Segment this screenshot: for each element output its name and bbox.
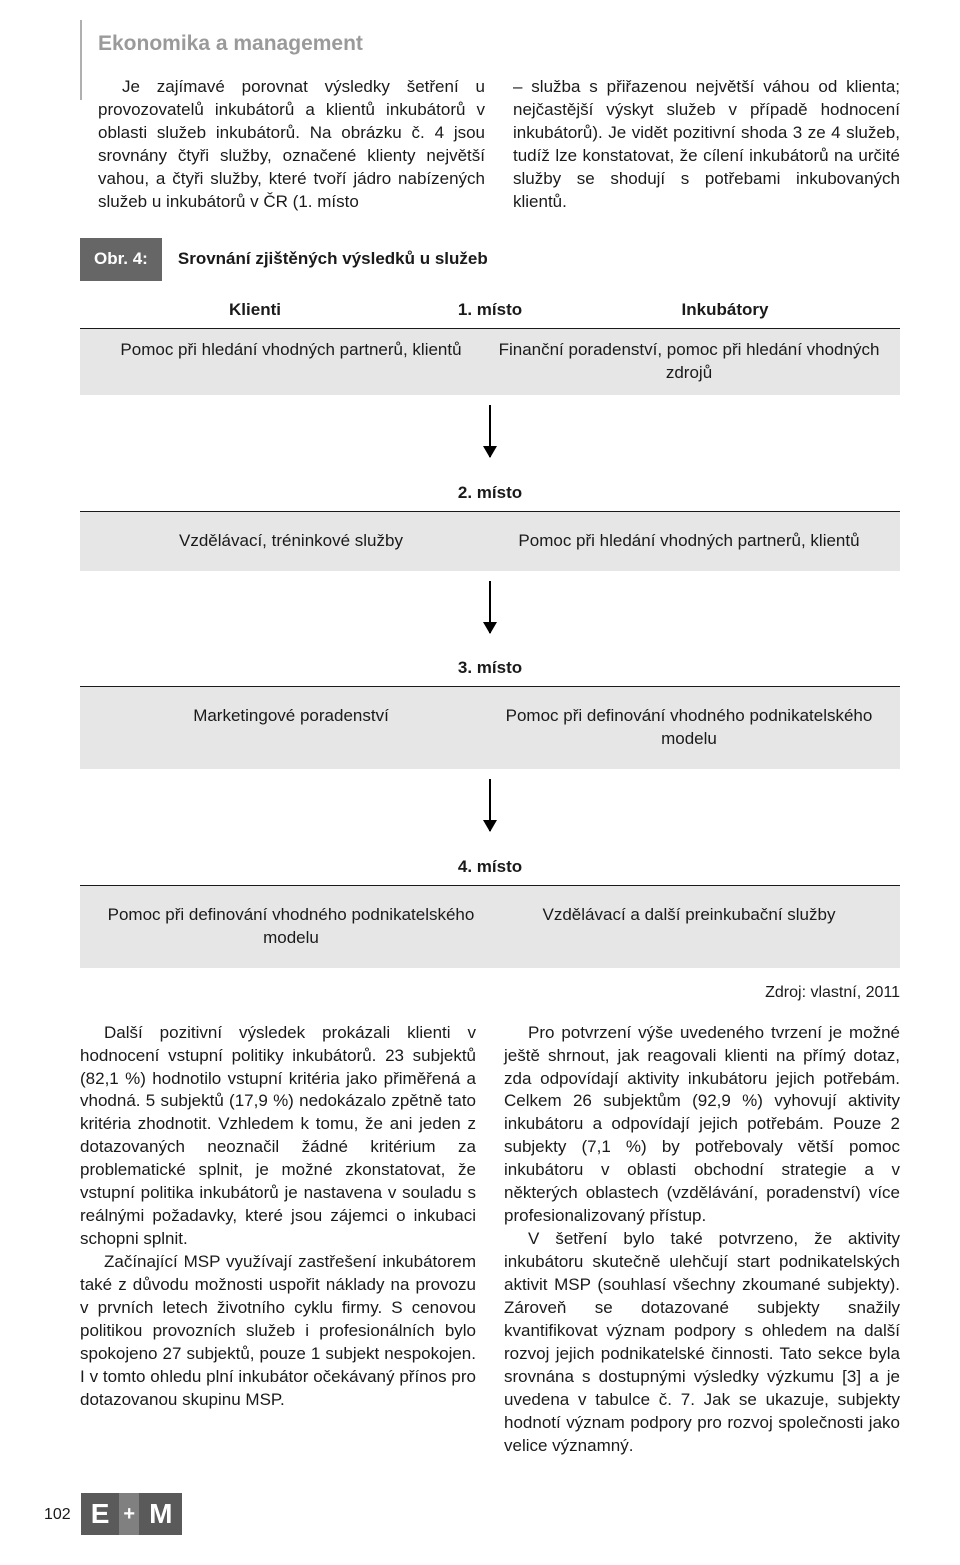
arrow-1 [80, 405, 900, 464]
rank-2-right: Pomoc při hledání vhodných partnerů, kli… [490, 530, 888, 553]
rank-3-right: Pomoc při definování vhodného podnikatel… [490, 705, 888, 751]
figure-label: Obr. 4: Srovnání zjištěných výsledků u s… [80, 238, 900, 281]
body-left: Další pozitivní výsledek prokázali klien… [80, 1022, 476, 1458]
header-vertical-rule [80, 20, 82, 100]
logo-plus: + [119, 1493, 139, 1535]
rank-4-label: 4. místo [438, 850, 542, 885]
figure-title: Srovnání zjištěných výsledků u služeb [162, 238, 504, 281]
rank-1-left: Pomoc při hledání vhodných partnerů, kli… [92, 339, 490, 385]
page-footer: 102 E + M [44, 1493, 900, 1535]
rank-1-right: Finanční poradenství, pomoc při hledání … [490, 339, 888, 385]
col-head-right: Inkubátory [550, 293, 900, 328]
arrow-2 [80, 581, 900, 640]
rank-4-left: Pomoc při definování vhodného podnikatel… [92, 904, 490, 950]
figure-source: Zdroj: vlastní, 2011 [80, 982, 900, 1004]
journal-logo: E + M [81, 1493, 183, 1535]
rank-panel-3: 3. místo Marketingové poradenství Pomoc … [80, 651, 900, 769]
intro-left: Je zajímavé porovnat výsledky šetření u … [98, 76, 485, 214]
figure-tag: Obr. 4: [80, 238, 162, 281]
intro-right-text: – služba s přiřazenou největší váhou od … [513, 76, 900, 214]
body-right-p1: Pro potvrzení výše uvedeného tvrzení je … [504, 1022, 900, 1228]
rank-panel-2: 2. místo Vzdělávací, tréninkové služby P… [80, 476, 900, 571]
rank-2-label: 2. místo [438, 476, 542, 511]
col-head-left: Klienti [80, 293, 430, 328]
section-title: Ekonomika a management [98, 30, 900, 58]
body-right: Pro potvrzení výše uvedeného tvrzení je … [504, 1022, 900, 1458]
rank-3-left: Marketingové poradenství [92, 705, 490, 751]
rank-panel-4: 4. místo Pomoc při definování vhodného p… [80, 850, 900, 968]
rank-1-label: 1. místo [430, 293, 550, 328]
rank-4-right: Vzdělávací a další preinkubační služby [490, 904, 888, 950]
page-number: 102 [44, 1504, 71, 1526]
rank-3-label: 3. místo [438, 651, 542, 686]
body-right-p2: V šetření bylo také potvrzeno, že aktivi… [504, 1228, 900, 1457]
logo-e: E [81, 1493, 120, 1535]
intro-columns: Je zajímavé porovnat výsledky šetření u … [98, 76, 900, 214]
arrow-3 [80, 779, 900, 838]
body-left-p1: Další pozitivní výsledek prokázali klien… [80, 1022, 476, 1251]
body-left-p2: Začínající MSP využívají zastřešení inku… [80, 1251, 476, 1412]
intro-right: – služba s přiřazenou největší váhou od … [513, 76, 900, 214]
body-columns: Další pozitivní výsledek prokázali klien… [80, 1022, 900, 1458]
rank-2-left: Vzdělávací, tréninkové služby [92, 530, 490, 553]
rank-panel-1: Klienti 1. místo Inkubátory Pomoc při hl… [80, 293, 900, 395]
logo-m: M [139, 1493, 182, 1535]
intro-left-text: Je zajímavé porovnat výsledky šetření u … [98, 76, 485, 214]
